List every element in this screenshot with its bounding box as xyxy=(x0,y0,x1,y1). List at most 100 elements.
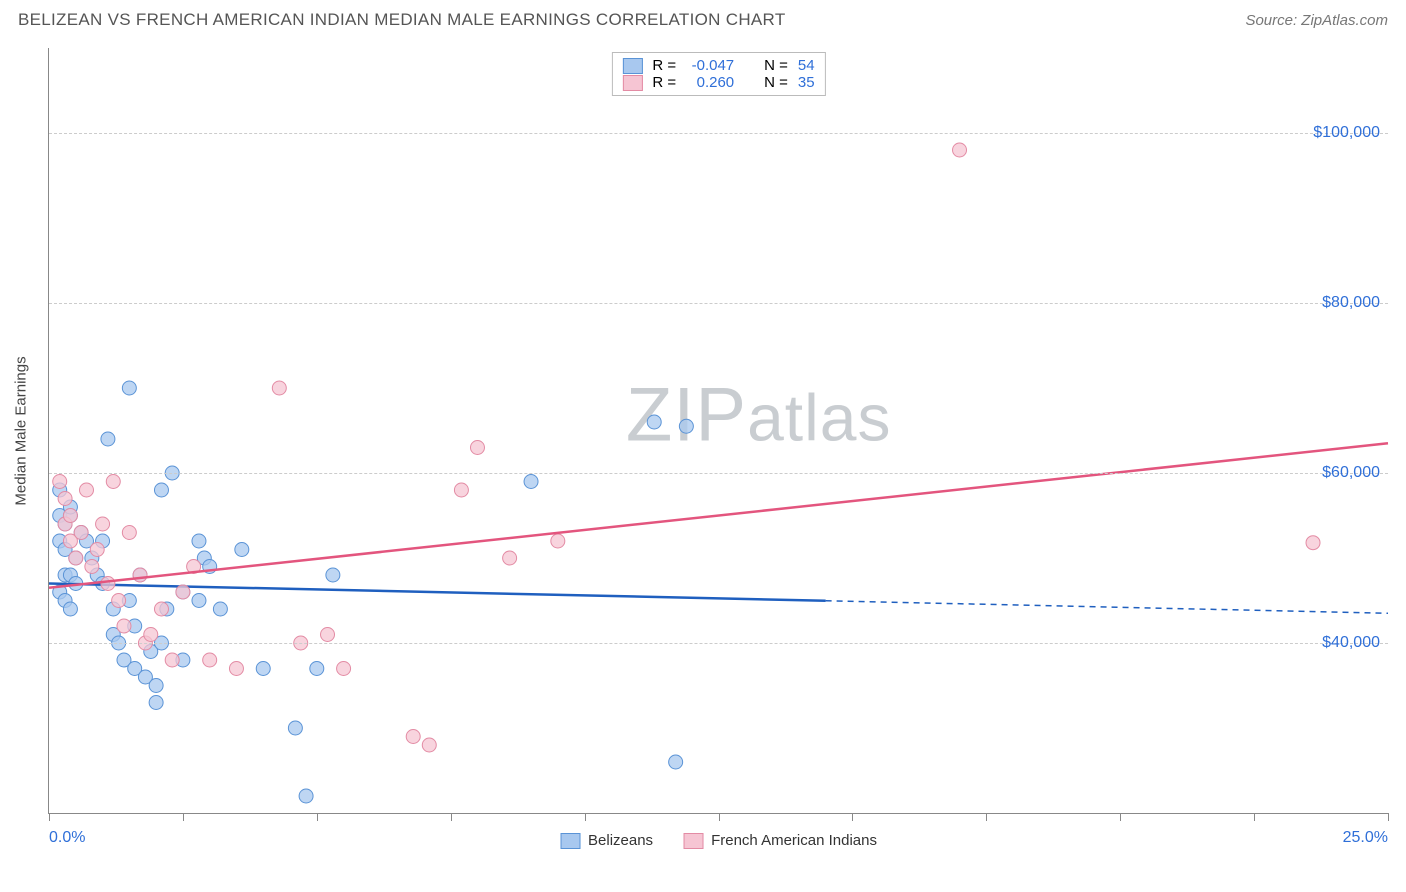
legend-series-name: French American Indians xyxy=(711,832,877,849)
data-point xyxy=(154,602,168,616)
regression-line-extrapolated xyxy=(826,601,1388,613)
data-point xyxy=(149,696,163,710)
gridline-h xyxy=(49,643,1388,644)
x-axis-min-label: 0.0% xyxy=(49,829,85,847)
data-point xyxy=(321,628,335,642)
chart-plot-area: Median Male Earnings ZIPatlas R =-0.047N… xyxy=(48,48,1388,814)
legend-swatch xyxy=(622,58,642,74)
chart-title: BELIZEAN VS FRENCH AMERICAN INDIAN MEDIA… xyxy=(18,10,786,30)
data-point xyxy=(679,419,693,433)
gridline-h xyxy=(49,133,1388,134)
data-point xyxy=(524,475,538,489)
correlation-legend: R = -0.047 N = 54 R = 0.260 N = 35 xyxy=(611,52,825,96)
data-point xyxy=(1306,536,1320,550)
x-tick xyxy=(1254,813,1255,821)
data-point xyxy=(669,755,683,769)
legend-swatch xyxy=(560,833,580,849)
x-tick xyxy=(719,813,720,821)
data-point xyxy=(133,568,147,582)
x-tick xyxy=(317,813,318,821)
x-axis-max-label: 25.0% xyxy=(1343,829,1388,847)
legend-series-item: Belizeans xyxy=(560,832,653,849)
legend-N-label: N = xyxy=(764,57,788,74)
data-point xyxy=(503,551,517,565)
series-legend: Belizeans French American Indians xyxy=(560,832,877,849)
legend-swatch xyxy=(683,833,703,849)
data-point xyxy=(203,653,217,667)
regression-line xyxy=(49,584,826,601)
legend-correlation-row: R = 0.260 N = 35 xyxy=(622,74,814,91)
data-point xyxy=(63,602,77,616)
data-point xyxy=(551,534,565,548)
data-point xyxy=(74,526,88,540)
data-point xyxy=(288,721,302,735)
data-point xyxy=(144,628,158,642)
regression-line xyxy=(49,443,1388,588)
data-point xyxy=(106,475,120,489)
data-point xyxy=(326,568,340,582)
x-tick xyxy=(1388,813,1389,821)
x-tick xyxy=(986,813,987,821)
legend-R-label: R = xyxy=(652,74,676,91)
data-point xyxy=(470,441,484,455)
data-point xyxy=(58,492,72,506)
y-tick-label: $60,000 xyxy=(1322,464,1380,482)
y-tick-label: $80,000 xyxy=(1322,294,1380,312)
legend-series-item: French American Indians xyxy=(683,832,877,849)
data-point xyxy=(310,662,324,676)
data-point xyxy=(101,432,115,446)
data-point xyxy=(272,381,286,395)
legend-R-value: 0.260 xyxy=(686,74,734,91)
data-point xyxy=(79,483,93,497)
legend-N-value: 54 xyxy=(798,57,815,74)
y-tick-label: $40,000 xyxy=(1322,634,1380,652)
data-point xyxy=(96,517,110,531)
x-tick xyxy=(183,813,184,821)
y-tick-label: $100,000 xyxy=(1313,124,1380,142)
data-point xyxy=(229,662,243,676)
data-point xyxy=(154,483,168,497)
data-point xyxy=(165,653,179,667)
legend-N-label: N = xyxy=(764,74,788,91)
legend-series-name: Belizeans xyxy=(588,832,653,849)
data-point xyxy=(953,143,967,157)
x-tick xyxy=(451,813,452,821)
gridline-h xyxy=(49,303,1388,304)
data-point xyxy=(256,662,270,676)
legend-R-value: -0.047 xyxy=(686,57,734,74)
data-point xyxy=(176,585,190,599)
x-tick xyxy=(585,813,586,821)
data-point xyxy=(647,415,661,429)
data-point xyxy=(122,526,136,540)
data-point xyxy=(90,543,104,557)
data-point xyxy=(63,509,77,523)
data-point xyxy=(117,619,131,633)
data-point xyxy=(53,475,67,489)
data-point xyxy=(112,594,126,608)
data-point xyxy=(422,738,436,752)
gridline-h xyxy=(49,473,1388,474)
data-point xyxy=(101,577,115,591)
data-point xyxy=(85,560,99,574)
data-point xyxy=(69,551,83,565)
legend-correlation-row: R = -0.047 N = 54 xyxy=(622,57,814,74)
data-point xyxy=(454,483,468,497)
data-point xyxy=(235,543,249,557)
data-point xyxy=(149,679,163,693)
scatter-plot-svg xyxy=(49,48,1388,813)
data-point xyxy=(337,662,351,676)
data-point xyxy=(299,789,313,803)
y-axis-label: Median Male Earnings xyxy=(13,356,30,505)
legend-R-label: R = xyxy=(652,57,676,74)
source-label: Source: ZipAtlas.com xyxy=(1245,12,1388,29)
x-tick xyxy=(852,813,853,821)
data-point xyxy=(213,602,227,616)
x-tick xyxy=(1120,813,1121,821)
x-tick xyxy=(49,813,50,821)
data-point xyxy=(122,381,136,395)
data-point xyxy=(406,730,420,744)
legend-swatch xyxy=(622,75,642,91)
data-point xyxy=(192,534,206,548)
data-point xyxy=(192,594,206,608)
legend-N-value: 35 xyxy=(798,74,815,91)
